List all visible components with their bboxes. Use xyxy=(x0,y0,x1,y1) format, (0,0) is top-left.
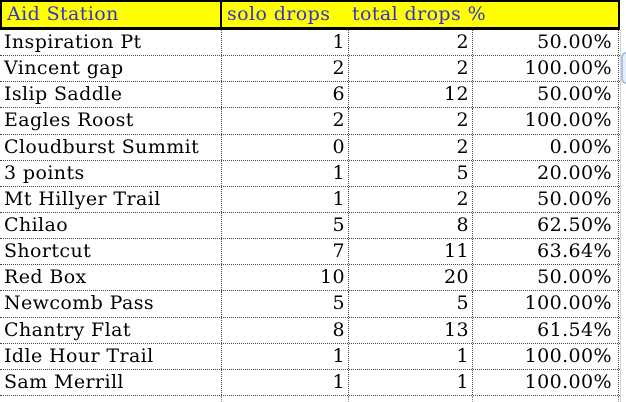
table-row: Idle Hour Trail 1 1 100.00% xyxy=(0,343,620,370)
cell-station[interactable]: 3 points xyxy=(0,160,222,186)
cell-percent[interactable]: 62.50% xyxy=(473,212,619,239)
cell-total-drops[interactable]: 2 xyxy=(349,56,473,82)
partial-cell xyxy=(473,396,619,402)
cell-solo-drops[interactable]: 1 xyxy=(222,160,349,186)
cell-total-drops[interactable]: 5 xyxy=(349,160,473,186)
table-row: Newcomb Pass 5 5 100.00% xyxy=(0,291,620,318)
table-row: Chantry Flat 8 13 61.54% xyxy=(0,317,620,344)
cell-total-drops[interactable]: 8 xyxy=(349,212,473,239)
cell-station[interactable]: Mt Hillyer Trail xyxy=(0,186,222,212)
cell-solo-drops[interactable]: 1 xyxy=(222,369,349,395)
cell-percent[interactable]: 100.00% xyxy=(473,56,619,82)
cell-percent[interactable]: 50.00% xyxy=(473,30,619,56)
cell-station[interactable]: Shortcut xyxy=(0,239,222,265)
cell-percent[interactable]: 100.00% xyxy=(473,108,619,134)
cell-solo-drops[interactable]: 6 xyxy=(222,82,349,108)
cell-station[interactable]: Idle Hour Trail xyxy=(0,343,222,369)
partial-cell xyxy=(0,396,222,402)
cell-total-drops[interactable]: 12 xyxy=(349,82,473,108)
cell-station[interactable]: Vincent gap xyxy=(0,56,222,82)
partial-cell xyxy=(349,396,473,402)
cell-total-drops[interactable]: 2 xyxy=(349,30,473,56)
cell-total-drops[interactable]: 1 xyxy=(349,369,473,395)
table-row: Red Box 10 20 50.00% xyxy=(0,265,620,292)
table-row: Eagles Roost 2 2 100.00% xyxy=(0,108,620,135)
cell-total-drops[interactable]: 2 xyxy=(349,186,473,212)
table-row: Shortcut 7 11 63.64% xyxy=(0,239,620,266)
cell-solo-drops[interactable]: 7 xyxy=(222,239,349,265)
table-row: Mt Hillyer Trail 1 2 50.00% xyxy=(0,186,620,213)
header-cell-aid-station[interactable]: Aid Station xyxy=(2,2,222,27)
cell-solo-drops[interactable]: 1 xyxy=(222,186,349,212)
cell-percent[interactable]: 50.00% xyxy=(473,82,619,108)
cell-station[interactable]: Red Box xyxy=(0,265,222,291)
cell-station[interactable]: Chilao xyxy=(0,212,222,239)
cell-percent[interactable]: 61.54% xyxy=(473,317,619,343)
cell-percent[interactable]: 100.00% xyxy=(473,291,619,317)
cell-solo-drops[interactable]: 2 xyxy=(222,108,349,134)
cell-total-drops[interactable]: 11 xyxy=(349,239,473,265)
cell-solo-drops[interactable]: 1 xyxy=(222,30,349,56)
cell-solo-drops[interactable]: 5 xyxy=(222,291,349,317)
cell-station[interactable]: Sam Merrill xyxy=(0,369,222,395)
cell-total-drops[interactable]: 20 xyxy=(349,265,473,291)
partial-next-row xyxy=(0,396,620,402)
cell-total-drops[interactable]: 2 xyxy=(349,108,473,134)
cell-solo-drops[interactable]: 5 xyxy=(222,212,349,239)
header-cell-total-drops-percent[interactable]: total drops % xyxy=(352,3,487,25)
table-row: Vincent gap 2 2 100.00% xyxy=(0,56,620,83)
cell-station[interactable]: Newcomb Pass xyxy=(0,291,222,317)
cell-solo-drops[interactable]: 1 xyxy=(222,343,349,369)
cell-percent[interactable]: 63.64% xyxy=(473,239,619,265)
cell-station[interactable]: Cloudburst Summit xyxy=(0,134,222,160)
cell-solo-drops[interactable]: 2 xyxy=(222,56,349,82)
cell-station[interactable]: Islip Saddle xyxy=(0,82,222,108)
cell-percent[interactable]: 50.00% xyxy=(473,265,619,291)
scrollbar-thumb[interactable] xyxy=(621,52,626,84)
cell-total-drops[interactable]: 5 xyxy=(349,291,473,317)
cell-total-drops[interactable]: 13 xyxy=(349,317,473,343)
table-row: Islip Saddle 6 12 50.00% xyxy=(0,82,620,109)
cell-solo-drops[interactable]: 10 xyxy=(222,265,349,291)
header-cell-solo-drops[interactable]: solo drops xyxy=(227,3,331,25)
cell-percent[interactable]: 50.00% xyxy=(473,186,619,212)
table-row: Inspiration Pt 1 2 50.00% xyxy=(0,30,620,57)
scrollbar-track[interactable] xyxy=(620,30,621,402)
table-row: Cloudburst Summit 0 2 0.00% xyxy=(0,134,620,161)
table-row: Sam Merrill 1 1 100.00% xyxy=(0,369,620,396)
cell-solo-drops[interactable]: 8 xyxy=(222,317,349,343)
table-body: Inspiration Pt 1 2 50.00% Vincent gap 2 2 100.0… xyxy=(0,30,620,396)
cell-station[interactable]: Inspiration Pt xyxy=(0,30,222,56)
cell-total-drops[interactable]: 1 xyxy=(349,343,473,369)
cell-total-drops[interactable]: 2 xyxy=(349,134,473,160)
cell-station[interactable]: Chantry Flat xyxy=(0,317,222,343)
cell-percent[interactable]: 20.00% xyxy=(473,160,619,186)
cell-percent[interactable]: 100.00% xyxy=(473,369,619,395)
cell-solo-drops[interactable]: 0 xyxy=(222,134,349,160)
cell-percent[interactable]: 100.00% xyxy=(473,343,619,369)
table-row: Chilao 5 8 62.50% xyxy=(0,212,620,240)
cell-station[interactable]: Eagles Roost xyxy=(0,108,222,134)
table-row: 3 points 1 5 20.00% xyxy=(0,160,620,187)
partial-cell xyxy=(222,396,349,402)
cell-percent[interactable]: 0.00% xyxy=(473,134,619,160)
table-header-row: Aid Station solo drops total drops % xyxy=(0,0,620,30)
